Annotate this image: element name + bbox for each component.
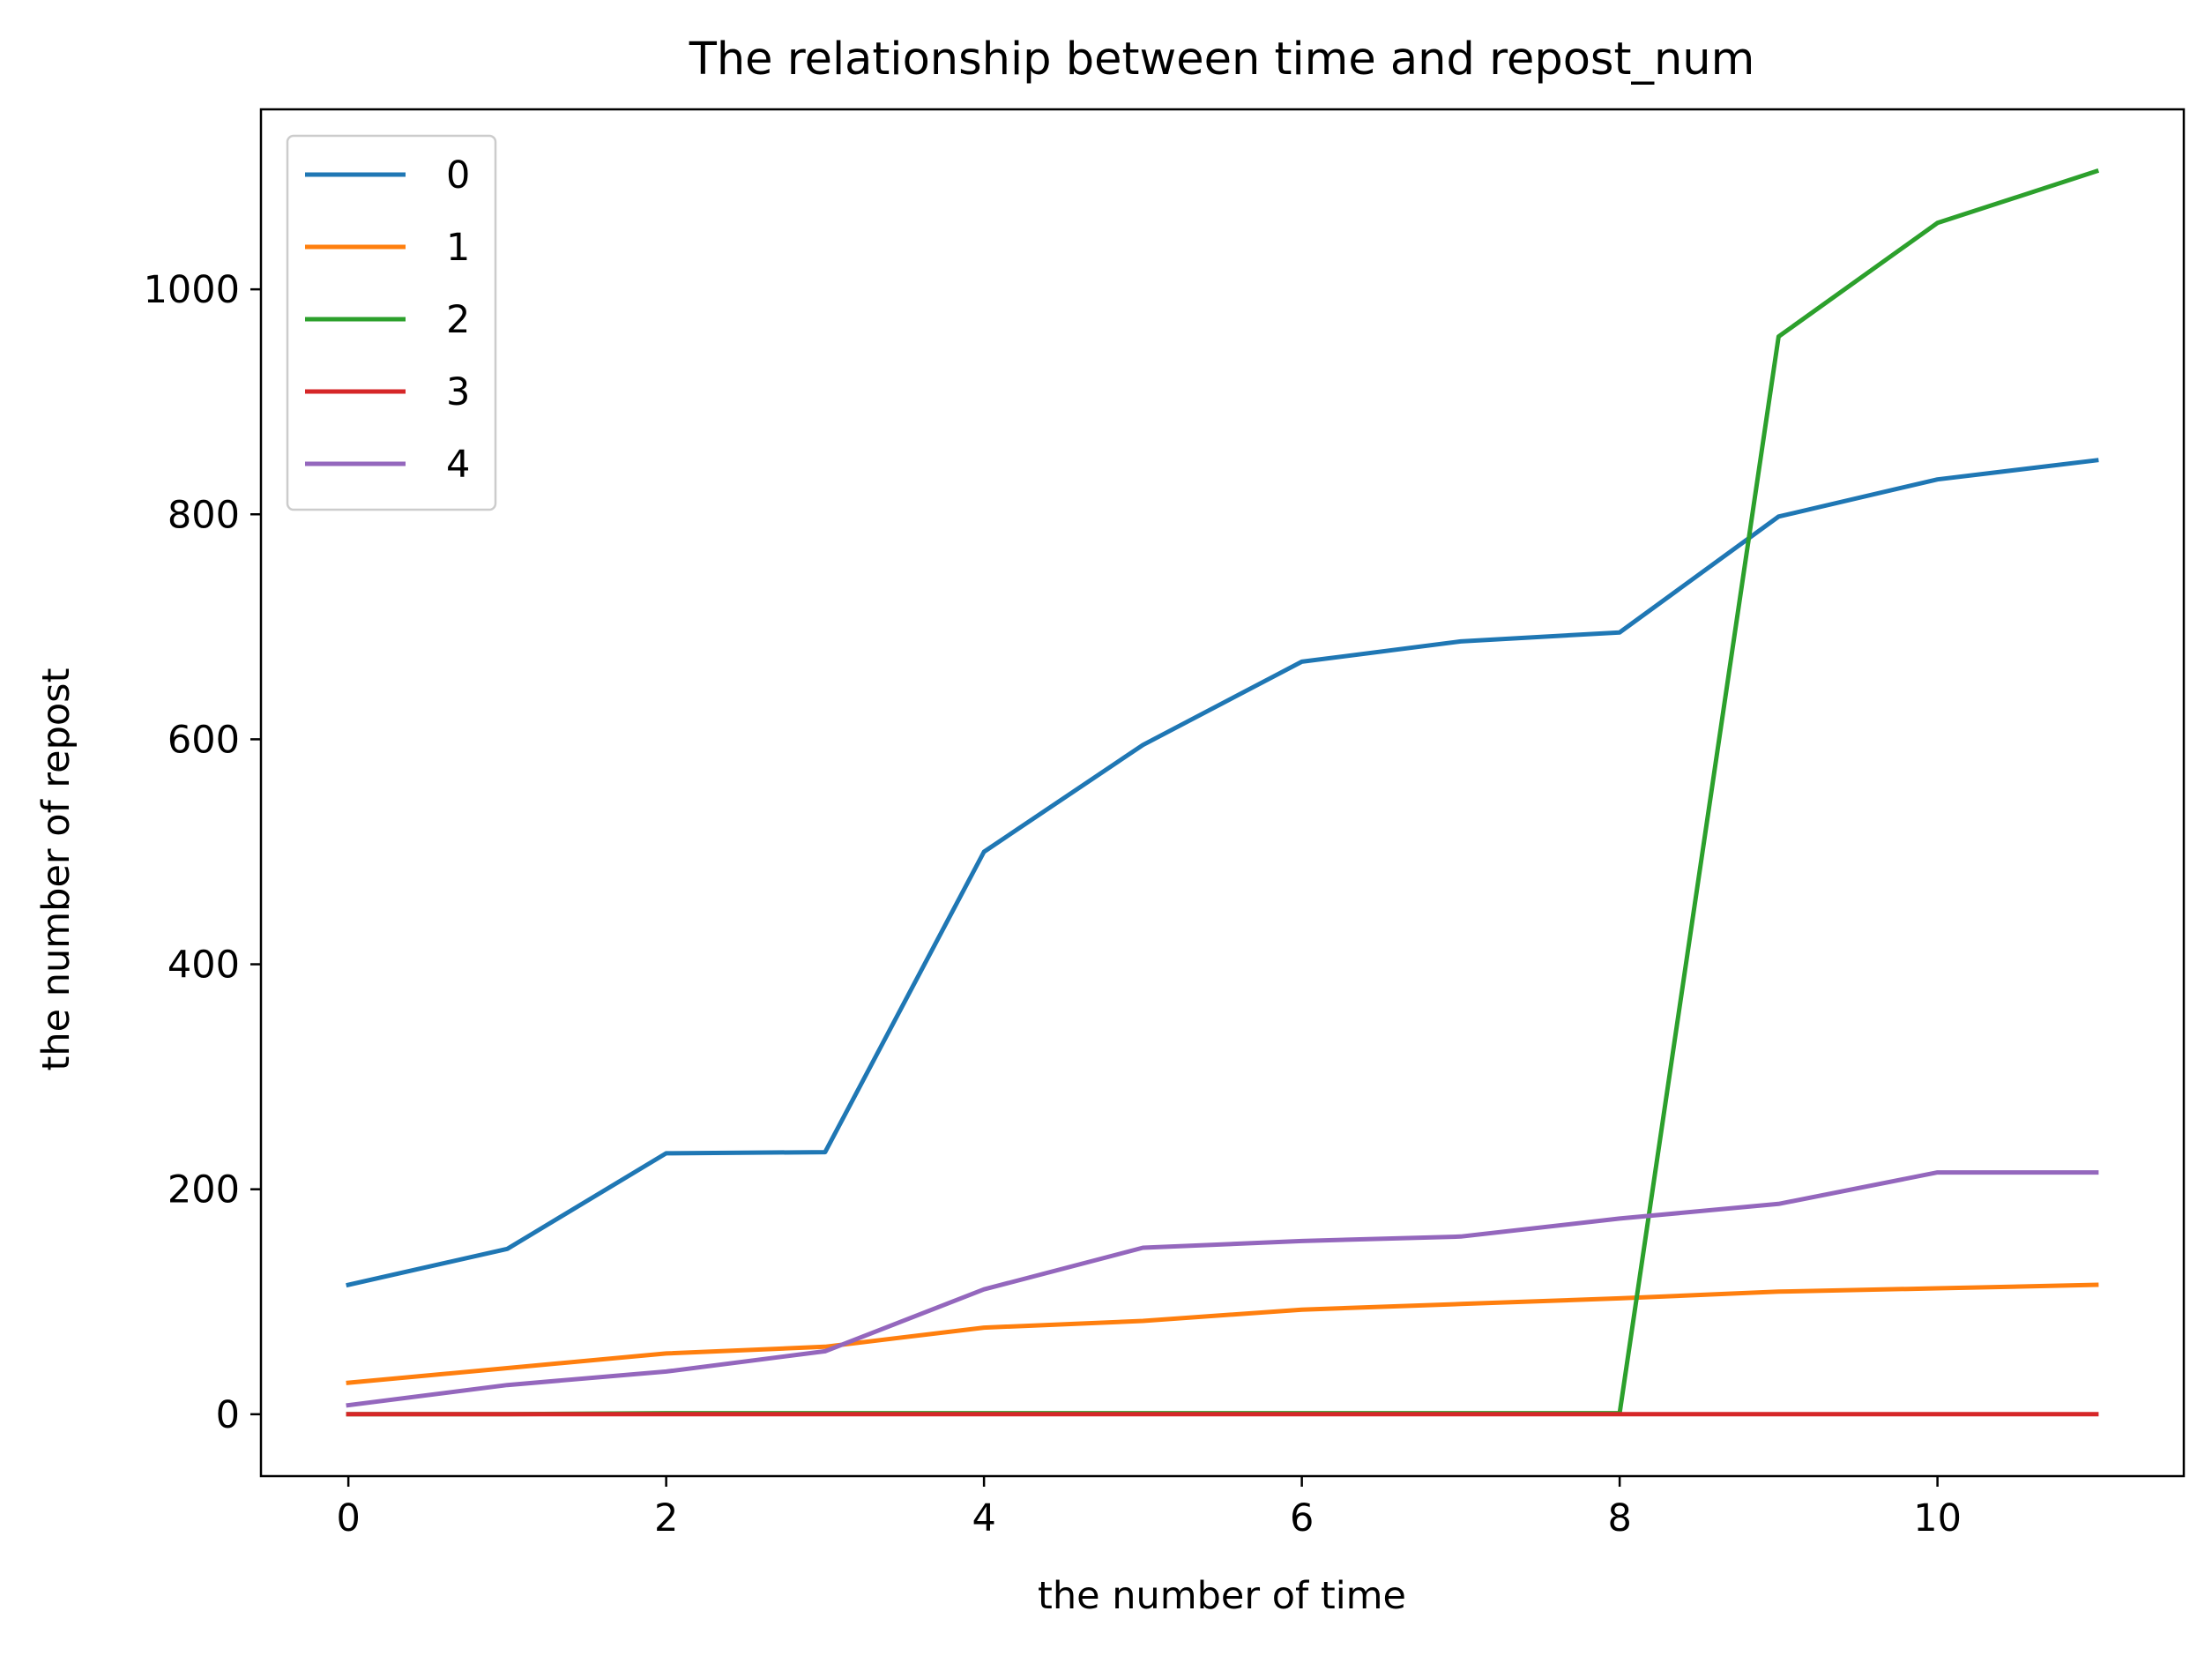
x-tick-label: 0 — [336, 1496, 360, 1540]
x-tick-label: 4 — [972, 1496, 995, 1540]
y-tick-label: 0 — [216, 1393, 240, 1437]
legend: 0 1 2 3 4 — [286, 134, 497, 511]
plot-frame — [259, 108, 2186, 1478]
legend-label-3: 3 — [446, 370, 470, 414]
legend-label-2: 2 — [446, 298, 470, 342]
axis-ticks: 0 2 4 6 8 10 0 200 400 600 800 1000 — [144, 268, 1962, 1540]
x-tick-label: 8 — [1607, 1496, 1631, 1540]
chart-title: The relationship between time and repost… — [689, 34, 1755, 86]
series-line-0 — [346, 458, 2099, 1288]
y-tick-label: 400 — [168, 944, 240, 988]
y-tick-label: 1000 — [144, 268, 240, 312]
legend-label-4: 4 — [446, 443, 470, 487]
y-tick-label: 600 — [168, 718, 240, 762]
y-axis-label: the number of repost — [34, 668, 78, 1071]
legend-label-0: 0 — [446, 153, 470, 198]
x-tick-label: 2 — [654, 1496, 678, 1540]
legend-label-1: 1 — [446, 226, 470, 270]
x-axis-label: the number of time — [1038, 1574, 1406, 1618]
x-tick-label: 6 — [1290, 1496, 1314, 1540]
series-line-1 — [346, 1282, 2099, 1385]
series-line-4 — [346, 1170, 2099, 1408]
series-lines — [346, 168, 2100, 1417]
y-tick-label: 800 — [168, 493, 240, 537]
legend-box — [286, 134, 497, 511]
x-tick-label: 10 — [1913, 1496, 1962, 1540]
y-tick-label: 200 — [168, 1168, 240, 1212]
